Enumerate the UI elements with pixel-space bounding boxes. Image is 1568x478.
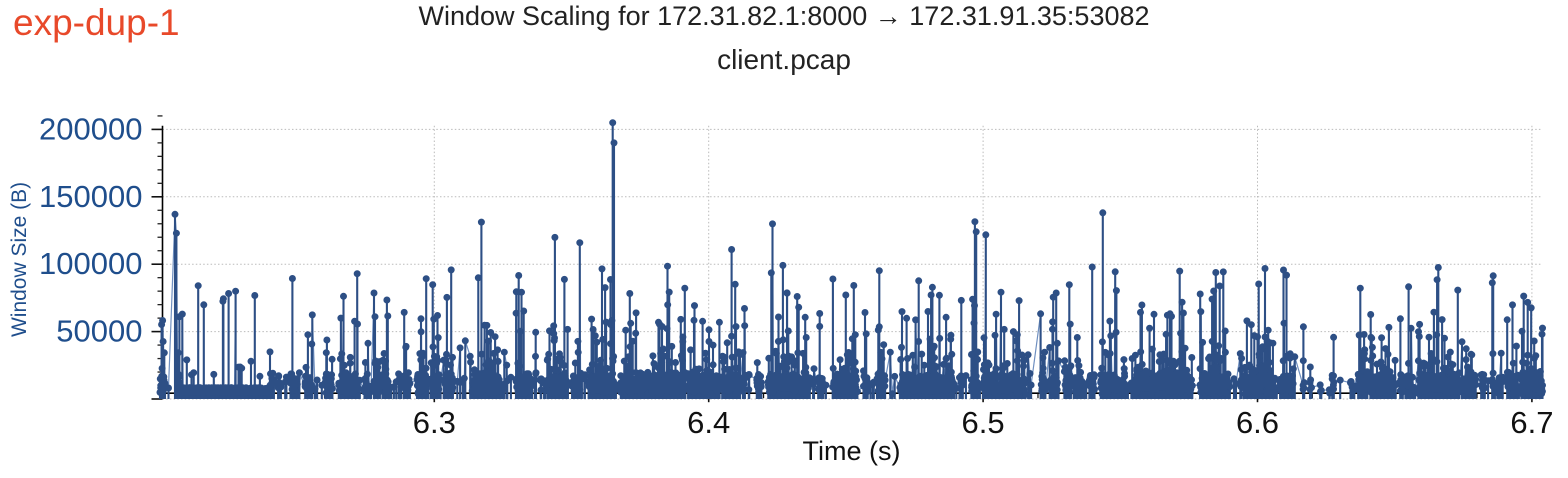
svg-text:100000: 100000 [39,246,142,281]
svg-text:6.4: 6.4 [687,405,730,440]
svg-text:6.5: 6.5 [962,405,1005,440]
svg-text:6.3: 6.3 [413,405,456,440]
svg-text:50000: 50000 [56,314,142,349]
svg-text:6.7: 6.7 [1510,405,1553,440]
svg-text:6.6: 6.6 [1236,405,1279,440]
svg-text:200000: 200000 [39,111,142,146]
svg-text:Window Size (B): Window Size (B) [8,182,31,337]
svg-text:150000: 150000 [39,179,142,214]
